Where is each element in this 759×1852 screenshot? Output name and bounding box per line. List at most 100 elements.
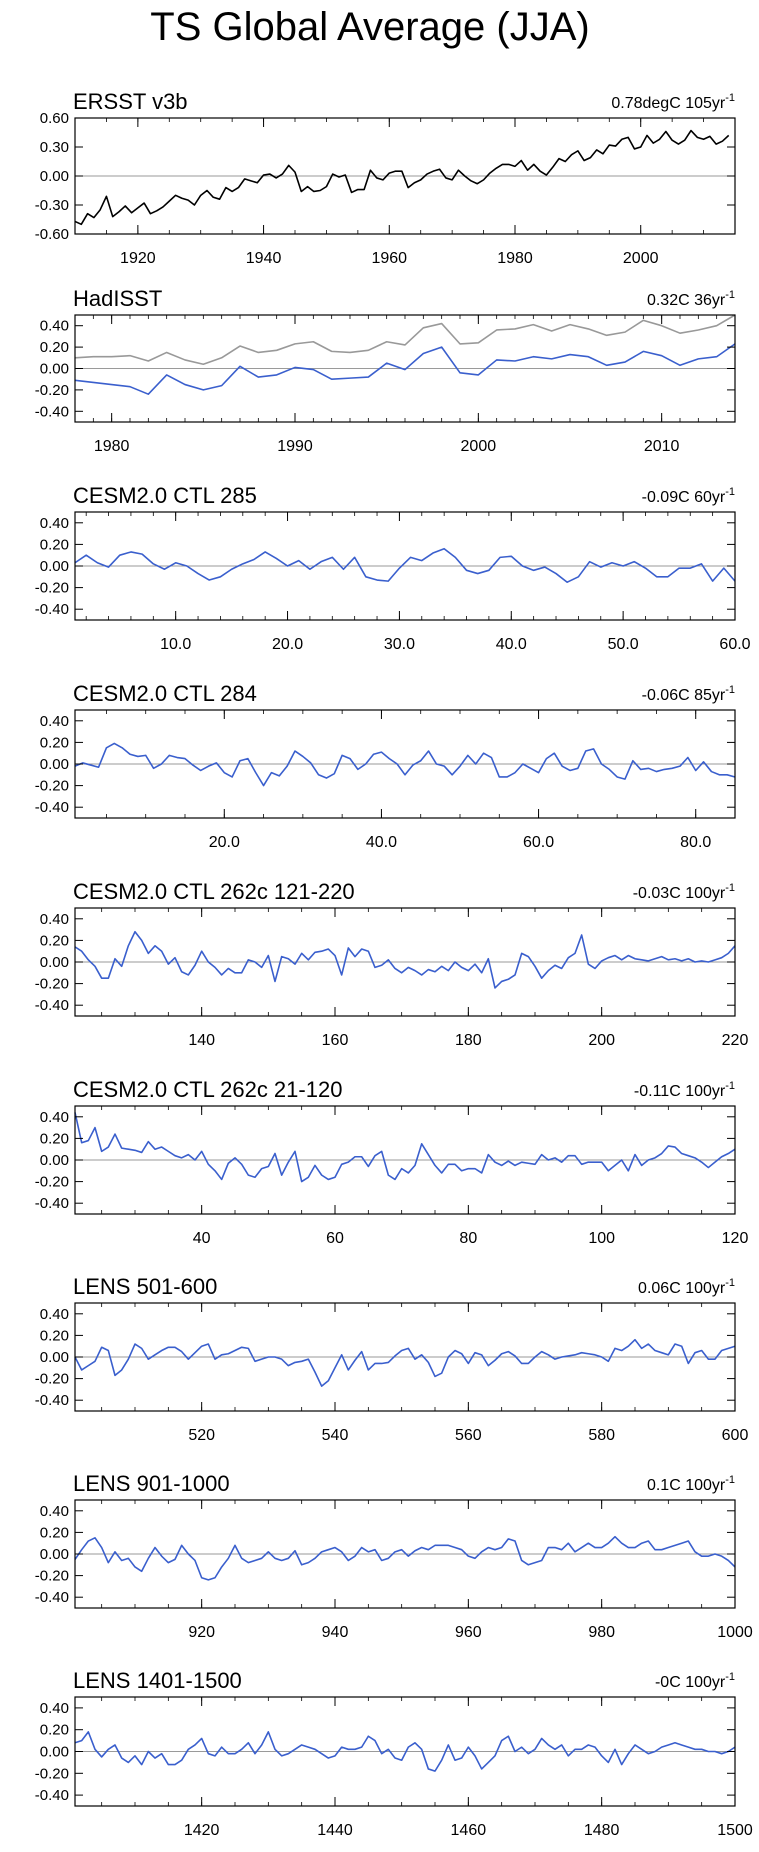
- panel-name: CESM2.0 CTL 285: [73, 483, 257, 508]
- y-tick-label: -0.20: [35, 580, 69, 597]
- y-tick-label: 0.40: [40, 713, 69, 730]
- figure-title: TS Global Average (JJA): [150, 5, 589, 49]
- panel-4: CESM2.0 CTL 284 -0.06C 85yr-1 0.40 0.20 0.00…: [35, 681, 736, 851]
- y-tick-label: 0.40: [40, 1306, 69, 1323]
- x-tick-label: 980: [588, 1624, 615, 1641]
- y-tick-label: -0.40: [35, 799, 69, 816]
- x-tick-label: 40.0: [366, 834, 397, 851]
- x-tick-label: 80: [459, 1230, 477, 1247]
- x-tick-label: 1980: [497, 250, 533, 267]
- y-tick-label: -0.20: [35, 382, 69, 399]
- trend-exponent: -1: [725, 882, 735, 894]
- panel-5: CESM2.0 CTL 262c 121-220 -0.03C 100yr-1 0.…: [35, 879, 749, 1049]
- series-line-1: [74, 1338, 736, 1387]
- series-line-1: [74, 930, 736, 989]
- x-tick-label: 1480: [584, 1822, 620, 1839]
- y-tick-label: 0.00: [40, 1744, 69, 1761]
- panel-9: LENS 1401-1500 -0C 100yr-1 0.40 0.20 0.00 -0.…: [35, 1668, 753, 1839]
- panel-name: CESM2.0 CTL 284: [73, 681, 257, 706]
- trend-exponent: -1: [725, 1671, 735, 1683]
- x-tick-label: 2000: [461, 438, 497, 455]
- y-tick-label: 0.20: [40, 339, 69, 356]
- panel-2: HadISST 0.32C 36yr-1 0.40 0.20 0.00 -0.20 -0.4…: [35, 286, 736, 455]
- panel-8: LENS 901-1000 0.1C 100yr-1 0.40 0.20 0.00 -0.…: [35, 1471, 753, 1641]
- trend-value: -0.11C 100yr: [634, 1083, 726, 1100]
- y-tick-label: 0.00: [40, 1349, 69, 1366]
- y-tick-label: 0.30: [40, 139, 69, 156]
- x-tick-label: 60: [326, 1230, 344, 1247]
- x-tick-label: 1500: [717, 1822, 753, 1839]
- x-tick-label: 1980: [94, 438, 130, 455]
- trend-label: 0.32C 36yr-1: [647, 289, 735, 309]
- y-tick-label: 0.40: [40, 1700, 69, 1717]
- trend-exponent: -1: [725, 1474, 735, 1486]
- panel-name: HadISST: [73, 286, 162, 311]
- x-tick-label: 1940: [246, 250, 282, 267]
- y-tick-label: -0.40: [35, 1589, 69, 1606]
- trend-value: -0.06C 85yr: [642, 687, 726, 704]
- x-tick-label: 40: [193, 1230, 211, 1247]
- y-tick-label: -0.40: [35, 1787, 69, 1804]
- trend-label: 0.06C 100yr-1: [638, 1277, 735, 1297]
- panel-name: LENS 501-600: [73, 1274, 217, 1299]
- x-tick-label: 580: [588, 1427, 615, 1444]
- trend-label: -0.11C 100yr-1: [634, 1080, 735, 1100]
- y-tick-label: -0.40: [35, 601, 69, 618]
- panel-name: LENS 1401-1500: [73, 1668, 242, 1693]
- x-tick-label: 540: [322, 1427, 349, 1444]
- series-line-1: [74, 1112, 736, 1183]
- y-tick-label: 0.40: [40, 1109, 69, 1126]
- trend-value: 0.06C 100yr: [638, 1280, 726, 1297]
- x-tick-label: 160: [322, 1032, 349, 1049]
- trend-exponent: -1: [725, 1080, 735, 1092]
- x-tick-label: 920: [188, 1624, 215, 1641]
- trend-label: -0.03C 100yr-1: [633, 882, 735, 902]
- x-tick-label: 1440: [317, 1822, 353, 1839]
- trend-exponent: -1: [725, 486, 735, 498]
- x-tick-label: 520: [188, 1427, 215, 1444]
- y-tick-label: 0.40: [40, 515, 69, 532]
- x-tick-label: 960: [455, 1624, 482, 1641]
- y-tick-label: -0.20: [35, 1371, 69, 1388]
- y-tick-label: 0.40: [40, 318, 69, 335]
- y-tick-label: 0.00: [40, 168, 69, 185]
- trend-exponent: -1: [725, 289, 735, 301]
- trend-exponent: -1: [725, 92, 735, 104]
- y-tick-label: 0.20: [40, 734, 69, 751]
- x-tick-label: 2000: [623, 250, 659, 267]
- x-tick-label: 200: [588, 1032, 615, 1049]
- x-tick-label: 940: [322, 1624, 349, 1641]
- x-tick-label: 50.0: [608, 636, 639, 653]
- x-tick-label: 180: [455, 1032, 482, 1049]
- x-tick-label: 220: [722, 1032, 749, 1049]
- y-tick-label: 0.00: [40, 558, 69, 575]
- x-tick-label: 1990: [277, 438, 313, 455]
- x-tick-label: 60.0: [523, 834, 554, 851]
- y-tick-label: 0.00: [40, 1546, 69, 1563]
- x-tick-label: 30.0: [384, 636, 415, 653]
- y-tick-label: -0.40: [35, 1392, 69, 1409]
- y-tick-label: -0.20: [35, 778, 69, 795]
- series-line-1: [74, 1535, 736, 1581]
- x-tick-label: 600: [722, 1427, 749, 1444]
- trend-value: 0.32C 36yr: [647, 292, 726, 309]
- y-tick-label: -0.20: [35, 976, 69, 993]
- x-tick-label: 20.0: [209, 834, 240, 851]
- y-tick-label: -0.30: [35, 197, 69, 214]
- y-tick-label: 0.00: [40, 361, 69, 378]
- panel-name: CESM2.0 CTL 262c 21-120: [73, 1077, 342, 1102]
- x-tick-label: 20.0: [272, 636, 303, 653]
- trend-exponent: -1: [725, 684, 735, 696]
- panel-1: ERSST v3b 0.78degC 105yr-1 0.60 0.30 0.00 -0.…: [35, 89, 736, 267]
- y-tick-label: -0.40: [35, 1195, 69, 1212]
- panel-6: CESM2.0 CTL 262c 21-120 -0.11C 100yr-1 0.4…: [35, 1077, 749, 1247]
- x-tick-label: 1000: [717, 1624, 753, 1641]
- x-tick-label: 60.0: [719, 636, 750, 653]
- series-line-1: [74, 314, 736, 366]
- y-tick-label: 0.20: [40, 1327, 69, 1344]
- x-tick-label: 40.0: [496, 636, 527, 653]
- y-tick-label: -0.40: [35, 403, 69, 420]
- x-tick-label: 1920: [120, 250, 156, 267]
- x-tick-label: 2010: [644, 438, 680, 455]
- y-tick-label: 0.00: [40, 756, 69, 773]
